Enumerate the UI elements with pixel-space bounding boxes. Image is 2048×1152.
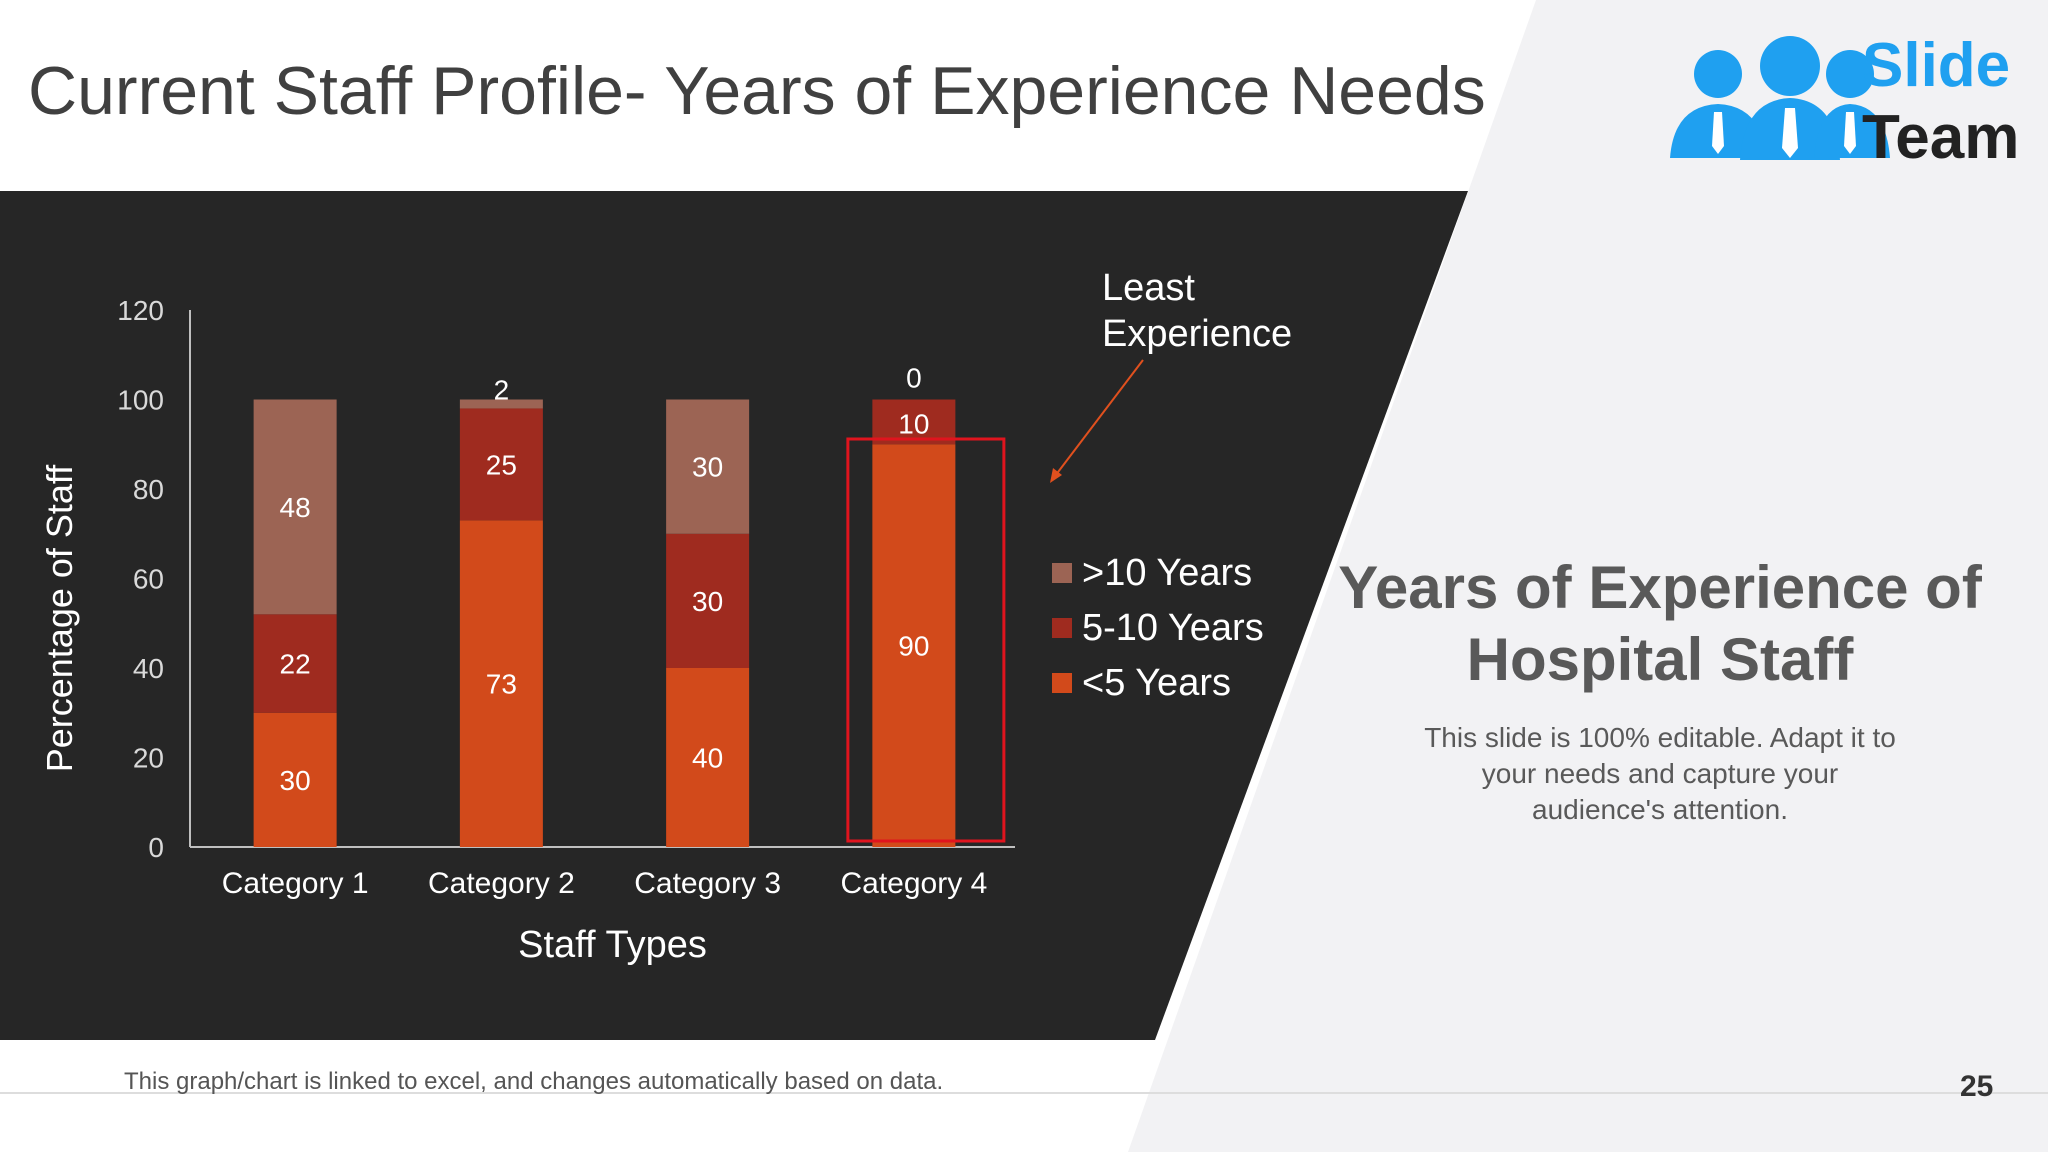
x-tick-label: Category 2 [428,867,575,900]
bar-segment [253,399,337,615]
data-label: 40 [692,743,723,774]
y-tick-label: 20 [133,743,164,774]
people-group-icon [1670,36,1890,160]
chart-data-labels: 30 22 48 73 25 2 40 30 30 90 10 0 [280,363,930,796]
y-tick-label: 100 [117,385,164,416]
highlight-box [846,437,1006,843]
data-label: 2 [494,375,510,406]
logo-word-slide: Slide [1862,31,2011,100]
data-label: 0 [906,363,922,394]
x-tick-label: Category 3 [634,867,781,900]
bar-segment [253,614,337,713]
annotation-arrowhead [1050,468,1062,483]
legend-label: >10 Years [1082,552,1252,594]
data-label: 73 [486,669,517,700]
x-axis-title: Staff Types [518,924,707,966]
legend-swatch [1052,618,1072,638]
bar-segment [666,399,750,534]
data-label: 10 [898,409,929,440]
legend-swatch [1052,563,1072,583]
bar-segment [459,399,543,409]
page-number: 25 [1960,1070,1994,1103]
y-tick-label: 0 [148,832,164,863]
side-description: This slide is 100% editable. Adapt it to… [1424,722,1896,825]
legend-swatch [1052,673,1072,693]
data-label: 22 [280,649,311,680]
data-label: 90 [898,631,929,662]
legend-label: 5-10 Years [1082,607,1264,649]
data-label: 30 [280,765,311,796]
y-tick-label: 40 [133,653,164,684]
x-tick-label: Category 4 [841,867,988,900]
side-heading: Years of Experience of Hospital Staff [1338,554,1982,693]
bar-segment [872,444,956,847]
bar-segment [459,520,543,847]
annotation-arrow [1051,359,1144,481]
bar-segment [253,712,337,847]
y-tick-label: 120 [117,295,164,326]
data-label: 30 [692,452,723,483]
y-tick-label: 60 [133,564,164,595]
data-label: 30 [692,586,723,617]
annotation-text: Experience [1102,313,1292,355]
right-panel [1128,0,2048,1152]
y-tick-label: 80 [133,474,164,505]
bar-segment [872,399,956,445]
page-title: Current Staff Profile- Years of Experien… [28,53,1486,129]
legend-label: <5 Years [1082,662,1231,704]
logo-word-team: Team [1862,103,2020,172]
chart-bars [253,399,956,847]
bar-segment [459,408,543,521]
annotation-text: Least [1102,267,1195,309]
footnote: This graph/chart is linked to excel, and… [124,1068,944,1095]
x-tick-label: Category 1 [222,867,369,900]
data-label: 48 [280,492,311,523]
data-label: 25 [486,449,517,480]
chart-legend: >10 Years 5-10 Years <5 Years [1052,552,1264,704]
bar-segment [666,533,750,668]
y-axis-title: Percentage of Staff [39,464,80,773]
bar-segment [666,668,750,847]
